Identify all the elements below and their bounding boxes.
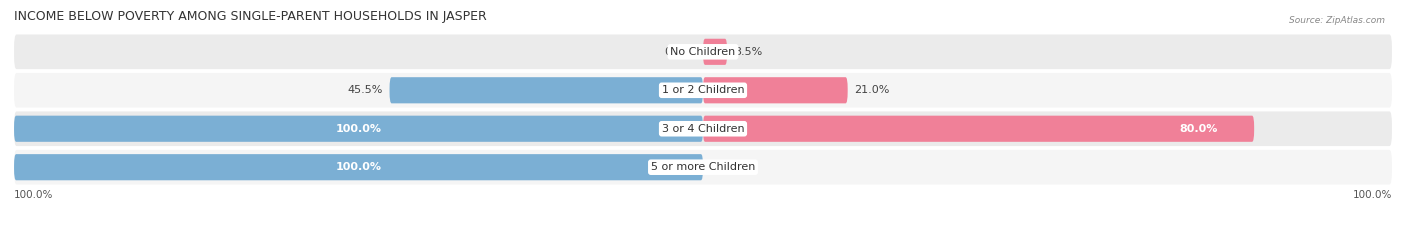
Text: 0.0%: 0.0% [665, 47, 693, 57]
Text: 5 or more Children: 5 or more Children [651, 162, 755, 172]
Text: 100.0%: 100.0% [336, 124, 381, 134]
Text: INCOME BELOW POVERTY AMONG SINGLE-PARENT HOUSEHOLDS IN JASPER: INCOME BELOW POVERTY AMONG SINGLE-PARENT… [14, 10, 486, 23]
Text: 80.0%: 80.0% [1180, 124, 1218, 134]
FancyBboxPatch shape [703, 39, 727, 65]
Text: 21.0%: 21.0% [855, 85, 890, 95]
Text: 3.5%: 3.5% [734, 47, 762, 57]
Text: 1 or 2 Children: 1 or 2 Children [662, 85, 744, 95]
FancyBboxPatch shape [389, 77, 703, 103]
Text: 100.0%: 100.0% [1353, 189, 1392, 199]
Text: 0.0%: 0.0% [713, 162, 741, 172]
Text: 100.0%: 100.0% [14, 189, 53, 199]
FancyBboxPatch shape [14, 34, 1392, 69]
Text: 45.5%: 45.5% [347, 85, 382, 95]
Text: Source: ZipAtlas.com: Source: ZipAtlas.com [1289, 16, 1385, 25]
FancyBboxPatch shape [14, 150, 1392, 185]
FancyBboxPatch shape [14, 111, 1392, 146]
Text: No Children: No Children [671, 47, 735, 57]
FancyBboxPatch shape [14, 116, 703, 142]
FancyBboxPatch shape [703, 77, 848, 103]
FancyBboxPatch shape [703, 116, 1254, 142]
FancyBboxPatch shape [14, 73, 1392, 108]
Text: 3 or 4 Children: 3 or 4 Children [662, 124, 744, 134]
Text: 100.0%: 100.0% [336, 162, 381, 172]
FancyBboxPatch shape [14, 154, 703, 180]
